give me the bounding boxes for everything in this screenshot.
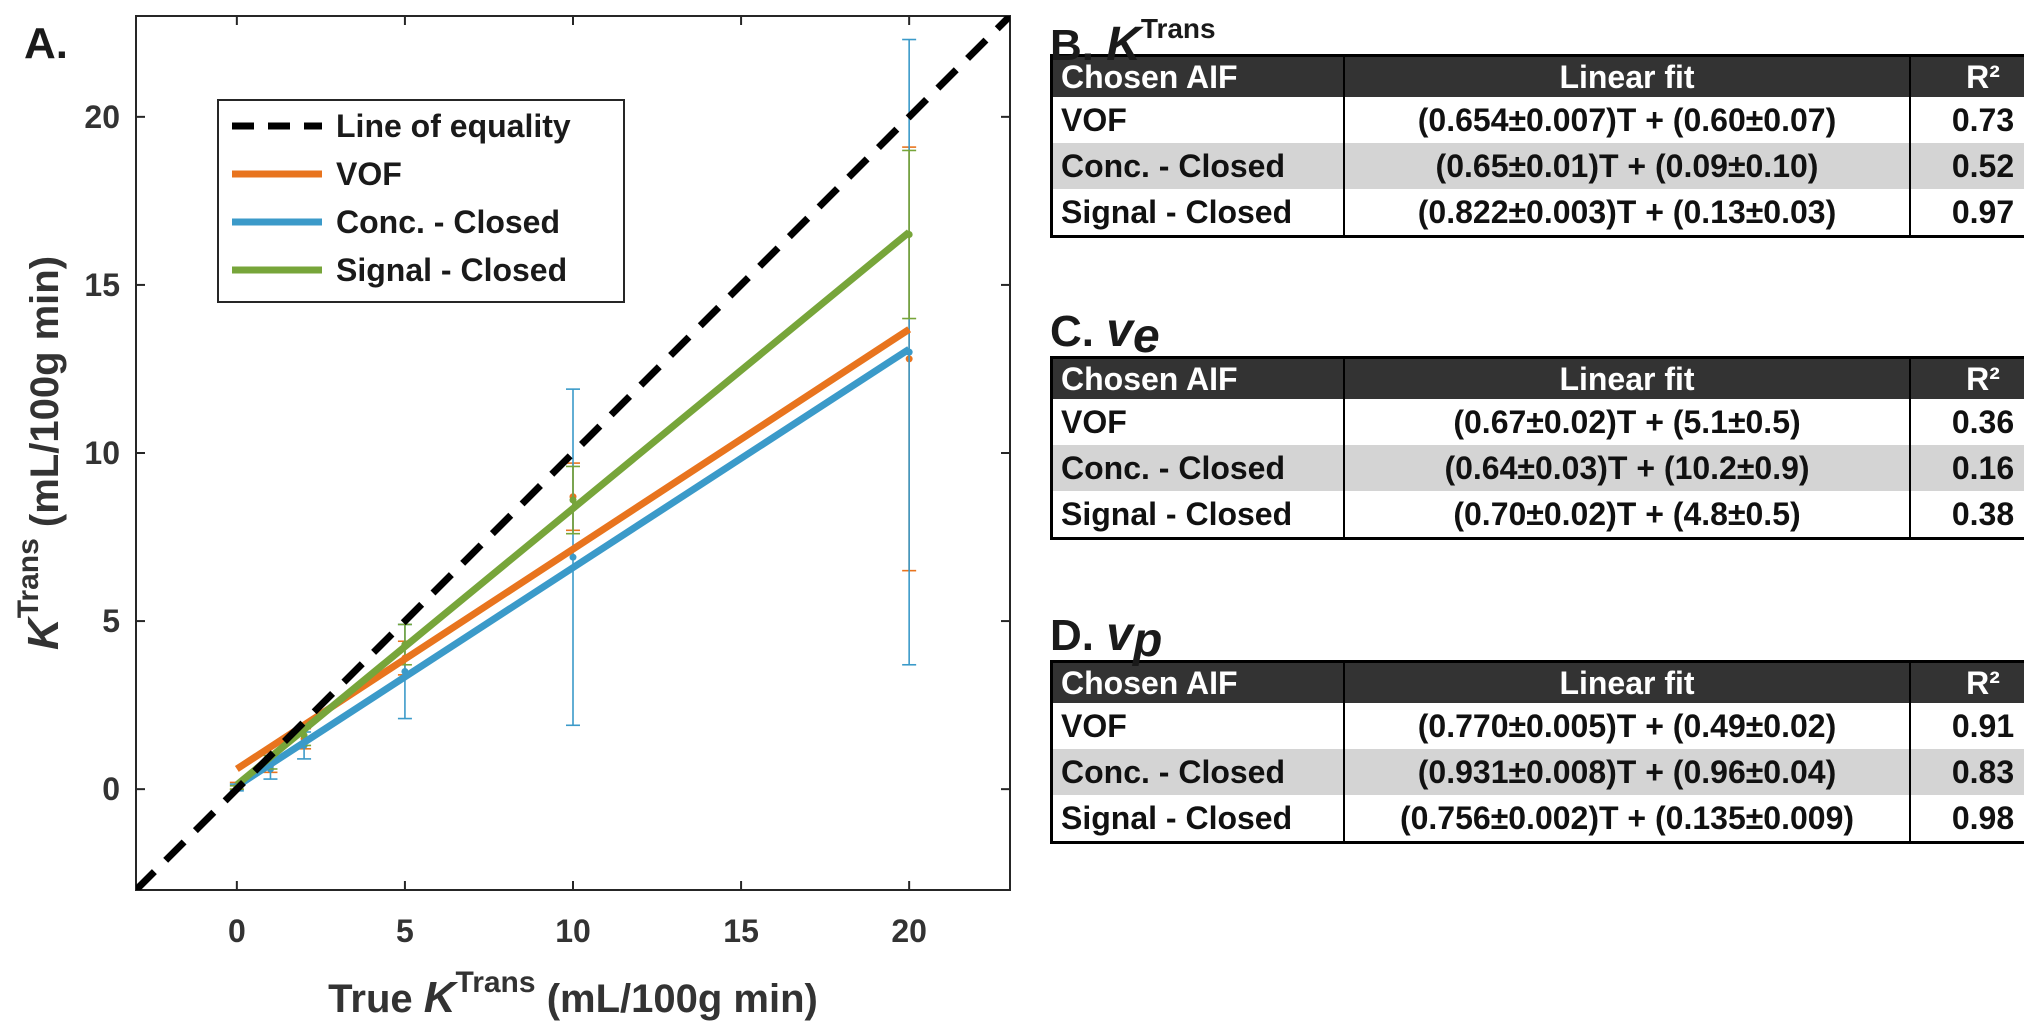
- table-row: Signal - Closed (0.756±0.002)T + (0.135±…: [1050, 795, 2024, 843]
- legend: Line of equality VOF Conc. - Closed Signal …: [217, 99, 625, 303]
- table-c-symbol: v: [1106, 304, 1133, 357]
- cell-r2: 0.97: [1909, 189, 2024, 237]
- cell-aif: VOF: [1050, 703, 1345, 749]
- legend-label: Line of equality: [336, 108, 571, 144]
- header-chosen-aif: Chosen AIF: [1050, 661, 1345, 703]
- x-tick-label: 15: [723, 913, 759, 949]
- line-of-equality: [136, 16, 1010, 890]
- header-chosen-aif: Chosen AIF: [1050, 55, 1345, 97]
- table-d-grid: Chosen AIF Linear fit R² VOF (0.770±0.00…: [1050, 660, 2024, 844]
- table-row: VOF (0.67±0.02)T + (5.1±0.5) 0.36: [1050, 399, 2024, 445]
- header-r2: R²: [1909, 661, 2024, 703]
- cell-aif: Conc. - Closed: [1050, 143, 1345, 189]
- y-axis-title-symbol: K: [19, 615, 68, 650]
- legend-label: VOF: [336, 156, 402, 192]
- x-axis-title-post: (mL/100g min): [536, 977, 818, 1021]
- table-d-title: D. vp: [1050, 611, 2012, 665]
- header-r2: R²: [1909, 357, 2024, 399]
- x-axis-title: True KTrans (mL/100g min): [328, 966, 818, 1022]
- data-point: [569, 553, 577, 561]
- cell-r2: 0.98: [1909, 795, 2024, 843]
- table-row: Conc. - Closed (0.64±0.03)T + (10.2±0.9)…: [1050, 445, 2024, 491]
- table-d: D. vp Chosen AIF Linear fit R² VOF (0.77…: [1050, 611, 2024, 844]
- cell-fit: (0.756±0.002)T + (0.135±0.009): [1343, 795, 1911, 843]
- cell-fit: (0.822±0.003)T + (0.13±0.03): [1343, 189, 1911, 237]
- table-c-label: C.: [1050, 307, 1094, 356]
- x-tick-label: 20: [891, 913, 927, 949]
- x-axis-title-symbol: K: [424, 973, 459, 1022]
- y-tick-label: 0: [102, 771, 120, 807]
- y-axis-title-sup: Trans: [12, 538, 45, 618]
- y-tick-label: 20: [84, 99, 120, 135]
- legend-label: Conc. - Closed: [336, 204, 560, 240]
- data-point: [569, 496, 577, 504]
- table-row: VOF (0.654±0.007)T + (0.60±0.07) 0.73: [1050, 97, 2024, 143]
- cell-fit: (0.770±0.005)T + (0.49±0.02): [1343, 703, 1911, 749]
- cell-r2: 0.16: [1909, 445, 2024, 491]
- cell-r2: 0.83: [1909, 749, 2024, 795]
- cell-fit: (0.931±0.008)T + (0.96±0.04): [1343, 749, 1911, 795]
- table-b: B. KTrans Chosen AIF Linear fit R² VOF (…: [1050, 6, 2024, 238]
- table-row: VOF (0.770±0.005)T + (0.49±0.02) 0.91: [1050, 703, 2024, 749]
- cell-r2: 0.38: [1909, 491, 2024, 539]
- y-tick-label: 10: [84, 435, 120, 471]
- table-c-title: C. ve: [1050, 307, 2012, 361]
- cell-r2: 0.52: [1909, 143, 2024, 189]
- cell-fit: (0.70±0.02)T + (4.8±0.5): [1343, 491, 1911, 539]
- table-b-superscript: Trans: [1140, 13, 1216, 44]
- fit-line: [234, 346, 912, 790]
- cell-aif: VOF: [1050, 97, 1345, 143]
- fit-line: [234, 229, 912, 788]
- cell-r2: 0.36: [1909, 399, 2024, 445]
- table-c-subscript: e: [1132, 310, 1160, 363]
- cell-aif: Signal - Closed: [1050, 189, 1345, 237]
- cell-aif: Signal - Closed: [1050, 795, 1345, 843]
- header-linear-fit: Linear fit: [1343, 661, 1911, 703]
- table-c-grid: Chosen AIF Linear fit R² VOF (0.67±0.02)…: [1050, 356, 2024, 540]
- table-d-subscript: p: [1132, 614, 1163, 667]
- y-axis-title: KTrans (mL/100g min): [12, 256, 68, 650]
- x-tick-label: 10: [555, 913, 591, 949]
- x-tick-label: 5: [396, 913, 414, 949]
- table-c: C. ve Chosen AIF Linear fit R² VOF (0.67…: [1050, 307, 2024, 540]
- table-row: Signal - Closed (0.822±0.003)T + (0.13±0…: [1050, 189, 2024, 237]
- header-linear-fit: Linear fit: [1343, 357, 1911, 399]
- y-axis-title-post: (mL/100g min): [23, 256, 67, 538]
- x-axis-title-pre: True: [328, 977, 424, 1021]
- cell-fit: (0.65±0.01)T + (0.09±0.10): [1343, 143, 1911, 189]
- table-d-symbol: v: [1106, 608, 1133, 661]
- cell-aif: Conc. - Closed: [1050, 749, 1345, 795]
- header-r2: R²: [1909, 55, 2024, 97]
- cell-fit: (0.64±0.03)T + (10.2±0.9): [1343, 445, 1911, 491]
- x-axis-title-sup: Trans: [456, 966, 536, 999]
- table-row: Conc. - Closed (0.931±0.008)T + (0.96±0.…: [1050, 749, 2024, 795]
- y-tick-label: 5: [102, 603, 120, 639]
- cell-fit: (0.67±0.02)T + (5.1±0.5): [1343, 399, 1911, 445]
- panel-a-label: A.: [24, 19, 68, 68]
- table-b-title: B. KTrans: [1050, 6, 2012, 69]
- plot-marks: [136, 16, 1010, 890]
- table-row: Conc. - Closed (0.65±0.01)T + (0.09±0.10…: [1050, 143, 2024, 189]
- legend-label: Signal - Closed: [336, 252, 567, 288]
- header-linear-fit: Linear fit: [1343, 55, 1911, 97]
- x-tick-label: 0: [228, 913, 246, 949]
- y-tick-label: 15: [84, 267, 120, 303]
- table-b-grid: Chosen AIF Linear fit R² VOF (0.654±0.00…: [1050, 54, 2024, 238]
- table-row: Signal - Closed (0.70±0.02)T + (4.8±0.5)…: [1050, 491, 2024, 539]
- cell-aif: Conc. - Closed: [1050, 445, 1345, 491]
- header-chosen-aif: Chosen AIF: [1050, 357, 1345, 399]
- cell-r2: 0.73: [1909, 97, 2024, 143]
- cell-aif: Signal - Closed: [1050, 491, 1345, 539]
- y-axis-title-group: KTrans (mL/100g min): [12, 256, 68, 650]
- cell-aif: VOF: [1050, 399, 1345, 445]
- cell-r2: 0.91: [1909, 703, 2024, 749]
- cell-fit: (0.654±0.007)T + (0.60±0.07): [1343, 97, 1911, 143]
- table-d-label: D.: [1050, 611, 1094, 660]
